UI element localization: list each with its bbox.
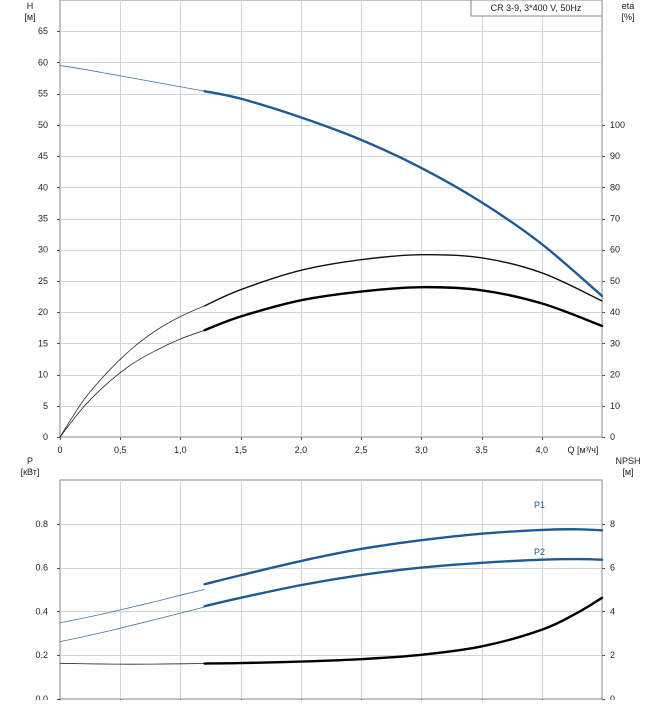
top-y-tick-label: 5 [43,401,48,411]
bottom-y-tick-label: 0.8 [35,519,48,529]
top-series [59,65,604,438]
top-y-tick-label: 50 [38,120,48,130]
bottom-y-tick-label: 0.6 [35,563,48,573]
series-label-p2: P2 [534,547,545,557]
legend-frame [470,0,603,17]
top-y2-tick-label: 100 [610,120,625,130]
top-y2-axis-title: eta [622,1,635,11]
legend-box: CR 3-9, 3*400 V, 50Hz [470,0,603,17]
top-y2-tick-label: 40 [610,307,620,317]
bottom-grid [60,480,602,699]
top-y2-tick-label: 90 [610,151,620,161]
bottom-y-tick-label: 0.4 [35,606,48,616]
bottom-p1-curve [203,528,604,586]
top-plot-frame [59,0,603,438]
top-y-tick-label: 65 [38,26,48,36]
bottom-y-axis-unit: [кВт] [21,467,40,477]
bottom-p2-curve-extension [59,606,205,643]
bottom-plot-frame [59,479,603,700]
top-y-axis-title: H [27,1,34,11]
top-y2-tick-label: 80 [610,182,620,192]
top-ticks: 0 0,5 1,0 1,5 2,0 2,5 3,0 3,5 4,0 0 5 10 15 20 25 30 35 4… [38,26,625,455]
bottom-y-tick-label: 0.0 [35,694,48,700]
top-y2-tick-label: 20 [610,370,620,380]
top-y2-tick-label: 50 [610,276,620,286]
bottom-y2-tick-label: 0 [610,694,615,700]
top-y-tick-label: 35 [38,214,48,224]
top-x-tick-label: 0,5 [114,445,127,455]
power-npsh-panel: 0.0 0.2 0.4 0.6 0.8 0 2 4 6 8 P [кВт] NPSH [м] P1… [21,456,641,704]
legend-text: CR 3-9, 3*400 V, 50Hz [491,3,582,13]
bottom-y2-tick-label: 6 [610,563,615,573]
bottom-series [59,528,604,665]
top-efficiency-lower-curve-extension [59,329,205,438]
top-y-tick-label: 45 [38,151,48,161]
top-y-tick-label: 0 [43,432,48,442]
top-grid [60,0,602,437]
top-efficiency-lower-curve [203,285,604,332]
bottom-npsh-curve-extension [59,662,205,665]
top-y-tick-label: 15 [38,338,48,348]
top-y-tick-label: 60 [38,57,48,67]
top-efficiency-upper-curve [203,253,603,307]
bottom-y2-axis-unit: [м] [622,467,633,477]
x-axis-title: Q [м³/ч] [568,445,599,455]
top-x-tick-label: 1,0 [174,445,187,455]
bottom-npsh-curve [203,596,604,665]
top-head-curve-extension [59,65,205,92]
bottom-y-tick-label: 0.2 [35,650,48,660]
top-y-tick-label: 10 [38,370,48,380]
top-y-tick-label: 40 [38,182,48,192]
top-x-tick-label: 4,0 [536,445,549,455]
top-y2-tick-label: 70 [610,214,620,224]
top-y-axis-unit: [м] [24,12,35,22]
bottom-p2-curve [203,557,604,608]
top-head-curve [203,89,604,298]
top-y2-tick-label: 10 [610,401,620,411]
top-y-tick-label: 20 [38,307,48,317]
top-efficiency-upper-curve-extension [59,305,205,438]
top-x-tick-label: 2,0 [295,445,308,455]
top-y2-tick-label: 0 [610,432,615,442]
top-y-tick-label: 55 [38,89,48,99]
bottom-y2-axis-title: NPSH [615,456,640,466]
bottom-y2-tick-label: 8 [610,519,615,529]
top-y2-tick-label: 30 [610,338,620,348]
top-y-tick-label: 30 [38,245,48,255]
top-y2-axis-unit: [%] [621,12,634,22]
top-x-tick-label: 2,5 [355,445,368,455]
bottom-y-axis-title: P [27,456,33,466]
top-x-tick-label: 0 [57,445,62,455]
top-x-tick-label: 3,5 [475,445,488,455]
bottom-y2-tick-label: 2 [610,650,615,660]
top-y2-tick-label: 60 [610,245,620,255]
top-x-tick-label: 3,0 [415,445,428,455]
series-label-p1: P1 [534,500,545,510]
bottom-p1-curve-extension [59,589,205,624]
top-x-tick-label: 1,5 [234,445,247,455]
bottom-y2-tick-label: 4 [610,606,615,616]
top-y-tick-label: 25 [38,276,48,286]
head-efficiency-panel: 0 0,5 1,0 1,5 2,0 2,5 3,0 3,5 4,0 0 5 10 15 20 25 30 35 4… [24,0,635,455]
